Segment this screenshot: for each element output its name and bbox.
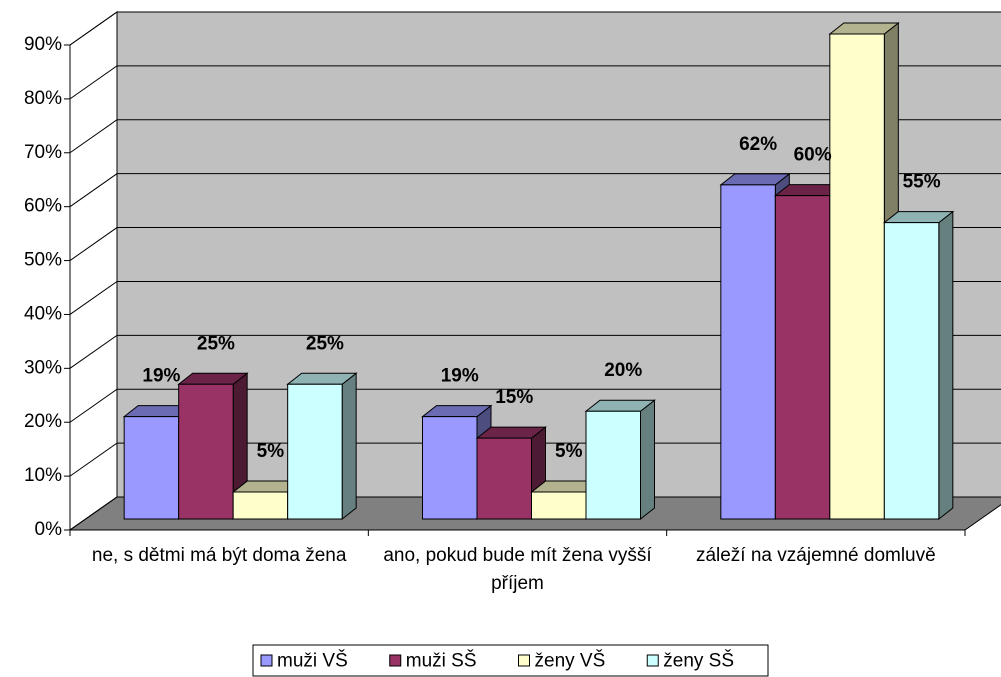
grid-line xyxy=(69,280,1001,315)
value-label: 25% xyxy=(306,333,344,354)
y-tick-label: 50% xyxy=(24,250,62,271)
bar-front xyxy=(585,410,641,520)
legend-swatch xyxy=(389,654,402,667)
bar-front xyxy=(123,416,180,520)
bar-side xyxy=(640,399,655,521)
value-label: 15% xyxy=(495,387,533,408)
bar xyxy=(177,372,249,521)
y-tick-label: 0% xyxy=(35,519,63,540)
bar xyxy=(286,372,358,521)
grid-line xyxy=(69,334,1001,369)
bar-front xyxy=(720,184,776,520)
legend-label: ženy VŠ xyxy=(535,650,606,672)
value-label: 55% xyxy=(903,172,941,193)
y-tick-label: 20% xyxy=(24,411,62,432)
legend-box xyxy=(252,644,769,677)
y-tick-label: 90% xyxy=(24,34,62,55)
y-tick-label: 70% xyxy=(24,142,62,163)
grid-line xyxy=(69,442,1001,477)
side-wall xyxy=(69,11,118,531)
legend-label: ženy SŠ xyxy=(663,650,734,672)
bar-side xyxy=(938,210,954,521)
grid-line xyxy=(69,496,1001,531)
value-label: 20% xyxy=(604,360,642,381)
grid-line xyxy=(69,11,1001,46)
bar-side xyxy=(341,372,357,521)
grid-line xyxy=(69,388,1001,423)
grid-line xyxy=(69,119,1001,154)
bar-front xyxy=(774,195,831,520)
grid-line xyxy=(69,173,1001,208)
bar-front xyxy=(287,383,343,520)
bar-front xyxy=(178,383,234,520)
legend-swatch xyxy=(518,654,530,667)
y-tick-label: 10% xyxy=(24,465,62,486)
y-tick-label: 80% xyxy=(24,88,62,109)
grid-line xyxy=(69,227,1001,261)
legend-label: muži SŠ xyxy=(406,650,477,672)
value-label: 19% xyxy=(441,366,479,387)
value-label: 62% xyxy=(739,134,777,155)
legend-swatch xyxy=(646,654,659,667)
bar-front xyxy=(422,416,478,520)
x-tick-label: ne, s dětmi má být doma žena xyxy=(91,545,347,566)
bar xyxy=(584,399,656,521)
bar-front xyxy=(883,222,940,520)
y-tick-label: 40% xyxy=(24,303,62,324)
value-label: 5% xyxy=(257,441,285,462)
value-label: 5% xyxy=(555,441,583,462)
x-tick-label: záleží na vzájemné domluvě xyxy=(695,545,936,566)
value-label: 60% xyxy=(794,145,832,166)
x-tick-label: ano, pokud bude mít žena vyšší příjem xyxy=(383,545,652,594)
grid-line xyxy=(69,65,1001,100)
value-label: 25% xyxy=(197,333,235,354)
bar-front xyxy=(232,491,289,520)
legend-swatch xyxy=(260,654,273,667)
bar-front xyxy=(829,33,885,520)
bar xyxy=(882,210,955,521)
bar-front xyxy=(476,437,532,520)
y-tick-label: 30% xyxy=(24,357,62,378)
legend-label: muži VŠ xyxy=(277,650,348,672)
y-tick-label: 60% xyxy=(24,196,62,217)
value-label: 90% xyxy=(848,0,886,4)
bar-front xyxy=(531,491,587,520)
value-label: 19% xyxy=(142,366,180,387)
